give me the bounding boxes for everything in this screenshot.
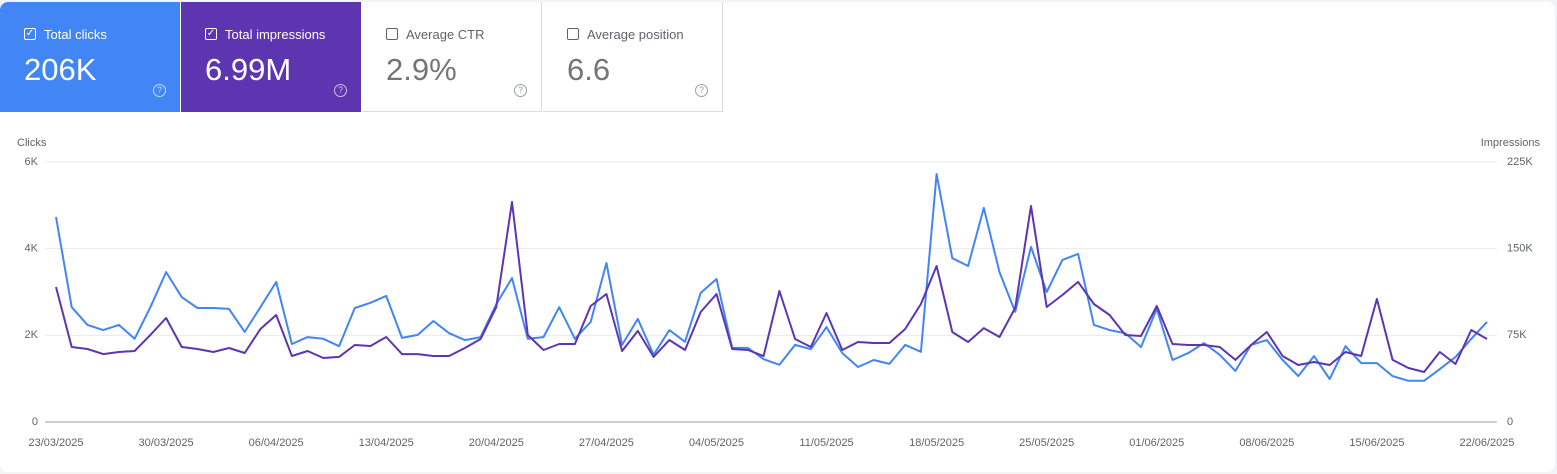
- checkbox: ✓: [24, 28, 36, 40]
- metric-label: Total impressions: [225, 27, 326, 42]
- metric-value: 6.6: [567, 52, 611, 87]
- x-tick-label: 13/04/2025: [359, 437, 414, 449]
- help-icon: ?: [153, 84, 166, 97]
- x-tick-label: 18/05/2025: [909, 437, 964, 449]
- y2-tick-label: 75K: [1507, 329, 1527, 341]
- metric-value: 6.99M: [205, 52, 292, 87]
- x-tick-label: 30/03/2025: [139, 437, 194, 449]
- metric-value: 206K: [24, 52, 97, 87]
- x-tick-label: 04/05/2025: [689, 437, 744, 449]
- metric-value: 2.9%: [386, 52, 457, 87]
- metric-card[interactable]: ✓ Total clicks 206K?: [0, 2, 180, 112]
- metric-card[interactable]: Average CTR 2.9%?: [362, 2, 542, 112]
- x-tick-label: 23/03/2025: [28, 437, 83, 449]
- y-tick-label: 2K: [25, 329, 39, 341]
- chart: Clicks Impressions 0 2K 4K 6K 0 75K 150K 225K 23…: [17, 137, 1541, 449]
- x-tick-label: 08/06/2025: [1239, 437, 1294, 449]
- x-tick-label: 22/06/2025: [1459, 437, 1514, 449]
- y-tick-label: 0: [32, 416, 38, 428]
- help-icon: ?: [514, 84, 527, 97]
- checkbox: ✓: [205, 28, 217, 40]
- help-icon: ?: [334, 84, 347, 97]
- y-tick-label: 4K: [25, 243, 39, 255]
- x-tick-label: 27/04/2025: [579, 437, 634, 449]
- metric-label: Total clicks: [44, 27, 107, 42]
- metric-label: Average CTR: [406, 27, 485, 42]
- checkbox: [386, 28, 398, 40]
- x-tick-label: 11/05/2025: [799, 437, 853, 449]
- x-tick-label: 15/06/2025: [1349, 437, 1404, 449]
- y2-tick-label: 225K: [1507, 156, 1533, 168]
- series-line: [55, 201, 1488, 373]
- checkbox: [567, 28, 579, 40]
- x-tick-label: 06/04/2025: [249, 437, 304, 449]
- y-axis-title: Clicks: [17, 137, 47, 149]
- metric-card[interactable]: ✓ Total impressions 6.99M?: [181, 2, 361, 112]
- metric-label: Average position: [587, 27, 684, 42]
- help-icon: ?: [695, 84, 708, 97]
- series-line: [55, 173, 1488, 382]
- x-tick-label: 25/05/2025: [1019, 437, 1074, 449]
- y-tick-label: 6K: [25, 156, 39, 168]
- y2-tick-label: 150K: [1507, 243, 1533, 255]
- y2-tick-label: 0: [1507, 416, 1513, 428]
- metric-card[interactable]: Average position 6.6?: [543, 2, 723, 112]
- y2-axis-title: Impressions: [1481, 137, 1541, 149]
- x-tick-label: 20/04/2025: [469, 437, 524, 449]
- x-tick-label: 01/06/2025: [1129, 437, 1184, 449]
